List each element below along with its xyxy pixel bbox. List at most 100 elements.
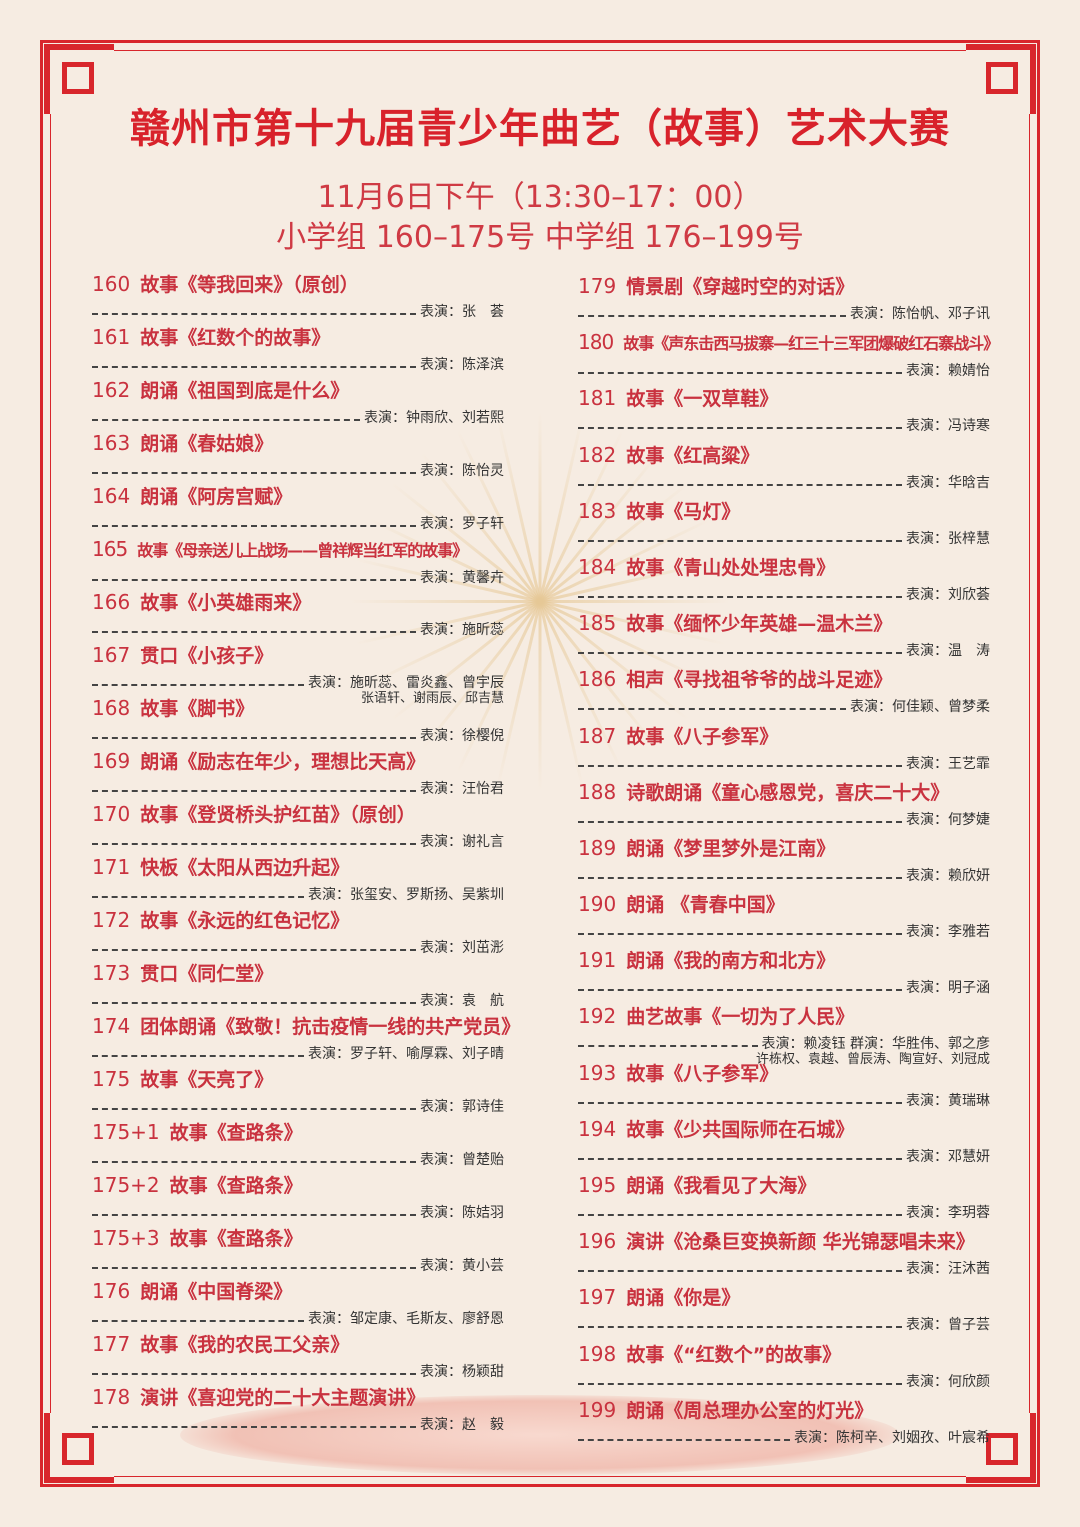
performer: 表演：罗子轩 <box>420 516 504 532</box>
performer: 表演：赖婧怡 <box>906 363 990 380</box>
program-number: 198 <box>578 1341 617 1366</box>
performer: 表演：黄小芸 <box>420 1258 504 1274</box>
performer-row: 表演：赵 毅 <box>92 1412 504 1434</box>
program-number: 174 <box>92 1014 131 1038</box>
performer: 表演：曾楚贻 <box>420 1152 504 1168</box>
program-title-line: 161 故事《红数个的故事》 <box>92 323 504 352</box>
dashed-leader <box>92 896 304 898</box>
program-entry: 160 故事《等我回来》（原创） 表演：张 荟 <box>92 270 504 323</box>
program-number: 184 <box>578 554 617 579</box>
performer-continued: 张语轩、谢雨辰、邱吉慧 <box>360 691 504 706</box>
performer-row: 表演：罗子轩、喻厚霖、刘子晴 <box>92 1041 504 1063</box>
stage-decoration <box>180 1395 900 1475</box>
performer: 表演：冯诗寒 <box>906 418 990 435</box>
performer-row: 表演：杨颖甜 <box>92 1359 504 1381</box>
dashed-leader <box>92 790 416 792</box>
dashed-leader <box>92 419 360 421</box>
performer: 表演：王艺霏 <box>906 755 990 772</box>
performer-row: 表演：陈柯辛、刘姻孜、叶宸希 <box>578 1425 990 1447</box>
performer: 表演：邹定康、毛斯友、廖舒恩 <box>308 1311 504 1327</box>
dashed-leader <box>578 427 902 430</box>
performer-row: 表演：罗子轩 <box>92 511 504 533</box>
corner-ornament <box>44 44 114 114</box>
performer-row: 表演：郭诗佳 <box>92 1094 504 1116</box>
program-entry: 165 故事《母亲送儿上战场——曾祥辉当红军的故事》 表演：黄馨卉 <box>92 535 504 588</box>
poster-title: 赣州市第十九届青少年曲艺（故事）艺术大赛 <box>130 106 950 152</box>
performer-row: 表演：谢礼言 <box>92 829 504 851</box>
performer: 表演：陈泽滨 <box>420 357 504 373</box>
performer: 表演：赖凌钰 群演：华胜伟、郭之彦 <box>761 1036 990 1053</box>
program-number: 187 <box>578 723 617 748</box>
dashed-leader <box>92 1373 416 1375</box>
program-title-line: 167 贯口《小孩子》 <box>92 641 504 670</box>
program-entry: 196 演讲《沧桑巨变换新颜 华光锦瑟唱未来》 表演：汪沐茜 <box>578 1227 990 1283</box>
performer: 表演：陈柯辛、刘姻孜、叶宸希 <box>794 1429 990 1446</box>
performer: 表演：何佳颖、曾梦柔 <box>850 699 990 716</box>
program-entry: 162 朗诵《祖国到底是什么》 表演：钟雨欣、刘若熙 <box>92 376 504 429</box>
performer: 表演：刘茁浵 <box>420 940 504 956</box>
program-entry: 166 故事《小英雄雨来》 表演：施昕蕊 <box>92 588 504 641</box>
dashed-leader <box>578 1382 902 1385</box>
program-title-line: 184 故事《青山处处埋忠骨》 <box>578 553 990 582</box>
performer: 表演：温 涛 <box>906 643 990 660</box>
border-frame <box>40 40 1040 1487</box>
program-number: 166 <box>92 590 131 614</box>
program-entry: 193 故事《八子参军》 表演：黄瑞琳 <box>578 1059 990 1115</box>
performer: 表演：赖欣妍 <box>906 867 990 884</box>
performer-row: 表演：赖凌钰 群演：华胜伟、郭之彦 <box>578 1031 990 1053</box>
dashed-leader <box>92 1214 416 1216</box>
performer: 表演：李雅若 <box>906 924 990 941</box>
performer: 表演：刘欣荟 <box>906 586 990 603</box>
performer-row: 表演：李雅若 <box>578 919 990 941</box>
program-title: 朗诵《你是》 <box>626 1287 741 1310</box>
dashed-leader <box>578 933 902 936</box>
program-entry: 171 快板《太阳从西边升起》 表演：张玺安、罗斯扬、吴紫圳 <box>92 853 504 906</box>
program-entry: 163 朗诵《春姑娘》 表演：陈怡灵 <box>92 429 504 482</box>
program-title: 故事《红数个的故事》 <box>140 327 331 349</box>
program-title: 朗诵《我看见了大海》 <box>626 1175 817 1197</box>
burst-ray <box>540 600 730 603</box>
performer: 表演：华晗吉 <box>906 474 990 491</box>
performer-row: 表演：何佳颖、曾梦柔 <box>578 694 990 716</box>
dashed-leader <box>578 595 902 598</box>
program-list-left: 160 故事《等我回来》（原创） 表演：张 荟 161 故事《红数个的故事》表演：陈泽滨… <box>92 270 520 1436</box>
program-title-line: 166 故事《小英雄雨来》 <box>92 588 504 617</box>
program-number: 181 <box>578 386 617 411</box>
program-title-line: 186 相声《寻找祖爷爷的战斗足迹》 <box>578 665 990 694</box>
program-number: 175+3 <box>92 1226 160 1250</box>
dashed-leader <box>92 525 416 527</box>
program-entry: 168 故事《脚书》 表演：徐樱倪 <box>92 694 504 747</box>
program-title: 曲艺故事《一切为了人民》 <box>626 1006 855 1029</box>
performer-row: 表演：袁 航 <box>92 988 504 1010</box>
program-number: 162 <box>92 378 131 402</box>
program-title: 朗诵《祖国到底是什么》 <box>140 380 350 402</box>
dashed-leader <box>578 1214 902 1216</box>
program-number: 193 <box>578 1060 617 1085</box>
program-number: 183 <box>578 498 617 523</box>
performer: 表演：明子涵 <box>906 980 990 997</box>
program-number: 160 <box>92 272 131 296</box>
program-title-line: 199 朗诵《周总理办公室的灯光》 <box>578 1396 990 1425</box>
program-title-line: 190 朗诵 《青春中国》 <box>578 890 990 919</box>
performer-row: 表演：汪怡君 <box>92 776 504 798</box>
dashed-leader <box>92 737 416 739</box>
program-entry: 173 贯口《同仁堂》 表演：袁 航 <box>92 959 504 1012</box>
program-title: 故事《查路条》 <box>169 1228 303 1250</box>
dashed-leader <box>578 372 902 375</box>
dashed-leader <box>578 315 846 317</box>
program-title-line: 177 故事《我的农民工父亲》 <box>92 1330 504 1359</box>
program-entry: 167 贯口《小孩子》 表演：施昕蕊、雷炎鑫、曾宇辰 张语轩、谢雨辰、邱吉慧 <box>92 641 504 706</box>
performer-row: 表演：何欣颜 <box>578 1369 990 1391</box>
performer: 表演：何梦婕 <box>906 811 990 828</box>
performer-row: 表演：赖婧怡 <box>578 358 990 380</box>
program-title-line: 160 故事《等我回来》（原创） <box>92 270 504 299</box>
program-number: 179 <box>578 274 617 298</box>
dashed-leader <box>578 652 902 655</box>
program-title: 故事《小英雄雨来》 <box>140 592 312 614</box>
program-title: 团体朗诵《致敬！抗击疫情一线的共产党员》 <box>140 1016 521 1038</box>
program-title-line: 196 演讲《沧桑巨变换新颜 华光锦瑟唱未来》 <box>578 1227 990 1256</box>
program-title: 故事《红高粱》 <box>626 444 760 467</box>
performer: 表演：汪怡君 <box>420 781 504 797</box>
program-entry: 178 演讲《喜迎党的二十大主题演讲》 表演：赵 毅 <box>92 1383 504 1436</box>
program-title: 故事《脚书》 <box>140 698 255 720</box>
